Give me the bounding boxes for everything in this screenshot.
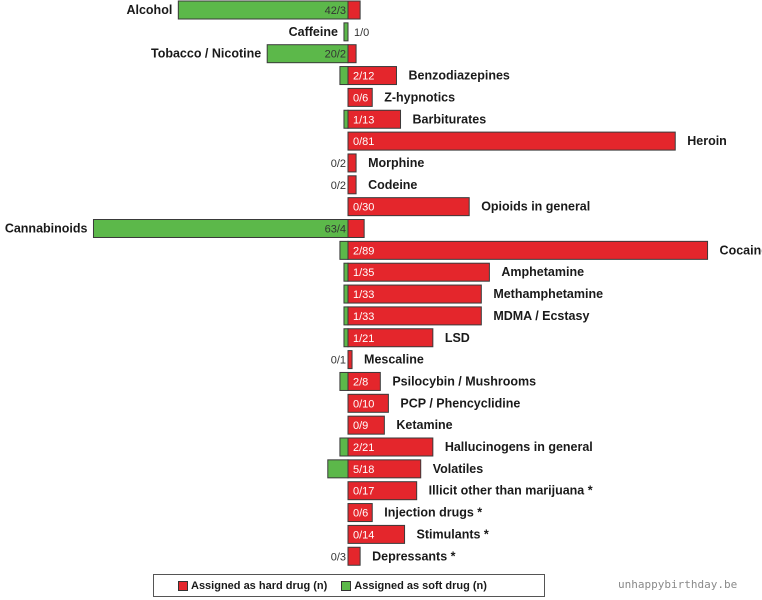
value-label-mescaline: 0/1 (331, 355, 346, 367)
bar-hard-methamphetamine (347, 284, 482, 304)
value-label-pcp-phencyclidine: 0/10 (353, 398, 374, 410)
bar-hard-depressants (347, 546, 361, 566)
category-label-volatiles: Volatiles (433, 462, 484, 476)
bar-soft-amphetamine (343, 262, 349, 282)
value-label-barbiturates: 1/13 (353, 114, 374, 126)
bar-hard-stimulants (347, 524, 406, 544)
bar-soft-alcohol (177, 0, 349, 20)
category-label-tobacco-nicotine: Tobacco / Nicotine (151, 47, 261, 61)
category-label-morphine: Morphine (368, 156, 424, 170)
category-label-illicit-other-than-marijuana: Illicit other than marijuana * (429, 484, 593, 498)
category-label-lsd: LSD (445, 331, 470, 345)
value-label-depressants: 0/3 (331, 551, 346, 563)
bar-soft-caffeine (343, 22, 349, 42)
category-label-methamphetamine: Methamphetamine (493, 287, 603, 301)
bar-hard-illicit-other-than-marijuana (347, 481, 418, 501)
bar-hard-volatiles (347, 459, 422, 479)
value-label-cocaine: 2/89 (353, 245, 374, 257)
bar-hard-injection-drugs (347, 503, 373, 523)
bar-soft-methamphetamine (343, 284, 349, 304)
bar-hard-z-hypnotics (347, 87, 373, 107)
legend-label-hard: Assigned as hard drug (n) (191, 579, 328, 592)
bar-hard-mdma-ecstasy (347, 306, 482, 326)
value-label-morphine: 0/2 (331, 158, 346, 170)
category-label-alcohol: Alcohol (126, 3, 172, 17)
bar-hard-ketamine (347, 415, 385, 435)
category-label-cocaine: Cocaine (720, 243, 762, 257)
legend-item-hard: Assigned as hard drug (n) (178, 580, 327, 592)
category-label-mescaline: Mescaline (364, 353, 424, 367)
category-label-mdma-ecstasy: MDMA / Ecstasy (493, 309, 589, 323)
bar-hard-heroin (347, 131, 676, 151)
bar-soft-psilocybin-mushrooms (339, 371, 349, 391)
bar-soft-hallucinogens-in-general (339, 437, 349, 457)
value-label-amphetamine: 1/35 (353, 267, 374, 279)
value-label-illicit-other-than-marijuana: 0/17 (353, 486, 374, 498)
bar-hard-mescaline (347, 350, 353, 370)
value-label-heroin: 0/81 (353, 136, 374, 148)
bar-hard-benzodiazepines (347, 66, 397, 86)
bar-hard-barbiturates (347, 109, 402, 129)
category-label-injection-drugs: Injection drugs * (384, 506, 482, 520)
value-label-mdma-ecstasy: 1/33 (353, 311, 374, 323)
category-label-psilocybin-mushrooms: Psilocybin / Mushrooms (392, 374, 536, 388)
bar-soft-mdma-ecstasy (343, 306, 349, 326)
category-label-codeine: Codeine (368, 178, 417, 192)
value-label-methamphetamine: 1/33 (353, 289, 374, 301)
category-label-opioids-in-general: Opioids in general (481, 200, 590, 214)
bar-hard-codeine (347, 175, 357, 195)
value-label-injection-drugs: 0/6 (353, 508, 368, 520)
category-label-z-hypnotics: Z-hypnotics (384, 90, 455, 104)
value-label-alcohol: 42/3 (325, 5, 346, 17)
value-label-hallucinogens-in-general: 2/21 (353, 442, 374, 454)
value-label-benzodiazepines: 2/12 (353, 71, 374, 83)
legend: Assigned as hard drug (n) Assigned as so… (153, 574, 545, 597)
value-label-stimulants: 0/14 (353, 529, 374, 541)
bar-soft-cannabinoids (92, 219, 349, 238)
category-label-ketamine: Ketamine (396, 418, 452, 432)
bar-hard-hallucinogens-in-general (347, 437, 434, 457)
bar-hard-pcp-phencyclidine (347, 393, 389, 413)
bar-hard-cocaine (347, 240, 709, 260)
category-label-cannabinoids: Cannabinoids (5, 222, 88, 236)
category-label-caffeine: Caffeine (289, 25, 338, 39)
bar-hard-alcohol (347, 0, 361, 20)
category-label-benzodiazepines: Benzodiazepines (408, 69, 509, 83)
value-label-volatiles: 5/18 (353, 464, 374, 476)
bar-soft-barbiturates (343, 109, 349, 129)
value-label-z-hypnotics: 0/6 (353, 92, 368, 104)
category-label-depressants: Depressants * (372, 549, 456, 563)
bar-hard-tobacco-nicotine (347, 44, 357, 64)
category-label-stimulants: Stimulants * (417, 527, 489, 541)
value-label-ketamine: 0/9 (353, 420, 368, 432)
bar-hard-cannabinoids (347, 219, 365, 238)
legend-label-soft: Assigned as soft drug (n) (354, 579, 487, 592)
bar-soft-benzodiazepines (339, 66, 349, 86)
legend-swatch-hard (178, 580, 188, 591)
bar-soft-cocaine (339, 240, 349, 260)
value-label-codeine: 0/2 (331, 180, 346, 192)
value-label-cannabinoids: 63/4 (325, 224, 346, 236)
bar-hard-psilocybin-mushrooms (347, 371, 381, 391)
value-label-psilocybin-mushrooms: 2/8 (353, 376, 368, 388)
value-label-opioids-in-general: 0/30 (353, 202, 374, 214)
bar-soft-volatiles (327, 459, 349, 479)
bar-hard-opioids-in-general (347, 197, 470, 217)
value-label-tobacco-nicotine: 20/2 (325, 49, 346, 61)
category-label-hallucinogens-in-general: Hallucinogens in general (445, 440, 593, 454)
category-label-pcp-phencyclidine: PCP / Phencyclidine (400, 396, 520, 410)
bar-hard-morphine (347, 153, 357, 173)
category-label-amphetamine: Amphetamine (501, 265, 584, 279)
value-label-caffeine: 1/0 (354, 27, 369, 39)
bar-hard-amphetamine (347, 262, 490, 282)
watermark: unhappybirthday.be (618, 578, 738, 591)
category-label-heroin: Heroin (687, 134, 727, 148)
bar-hard-lsd (347, 328, 434, 348)
category-label-barbiturates: Barbiturates (413, 112, 487, 126)
bar-soft-lsd (343, 328, 349, 348)
legend-swatch-soft (341, 580, 352, 591)
value-label-lsd: 1/21 (353, 333, 374, 345)
legend-item-soft: Assigned as soft drug (n) (341, 580, 487, 592)
